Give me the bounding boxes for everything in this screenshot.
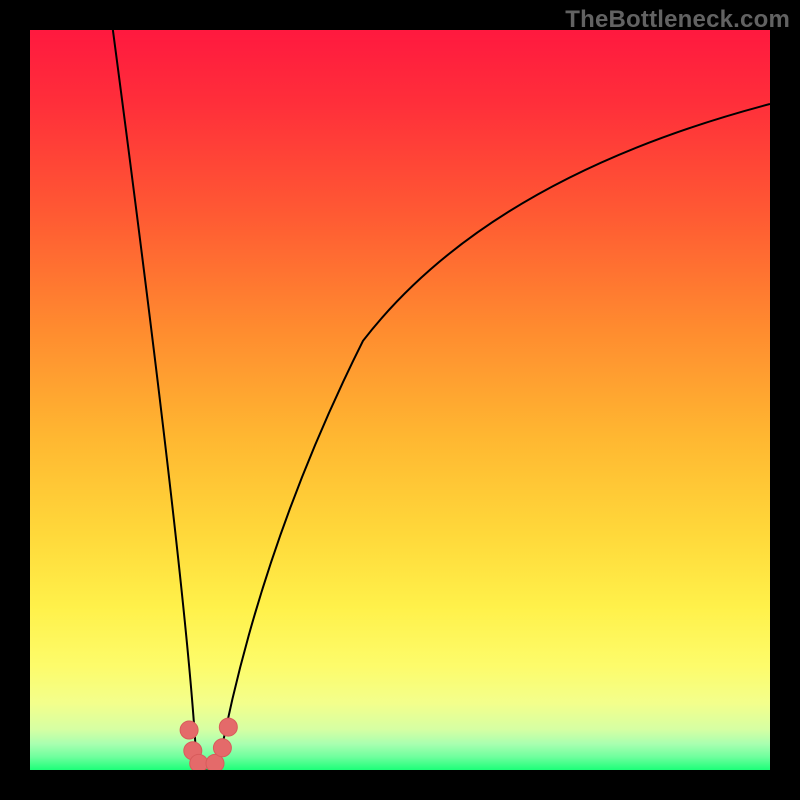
marker-point <box>190 754 208 772</box>
watermark-text: TheBottleneck.com <box>565 6 790 34</box>
marker-point <box>219 718 237 736</box>
chart-svg <box>0 0 800 800</box>
marker-point <box>180 721 198 739</box>
plot-background <box>30 30 770 770</box>
chart-stage: TheBottleneck.com <box>0 0 800 800</box>
marker-point <box>213 739 231 757</box>
